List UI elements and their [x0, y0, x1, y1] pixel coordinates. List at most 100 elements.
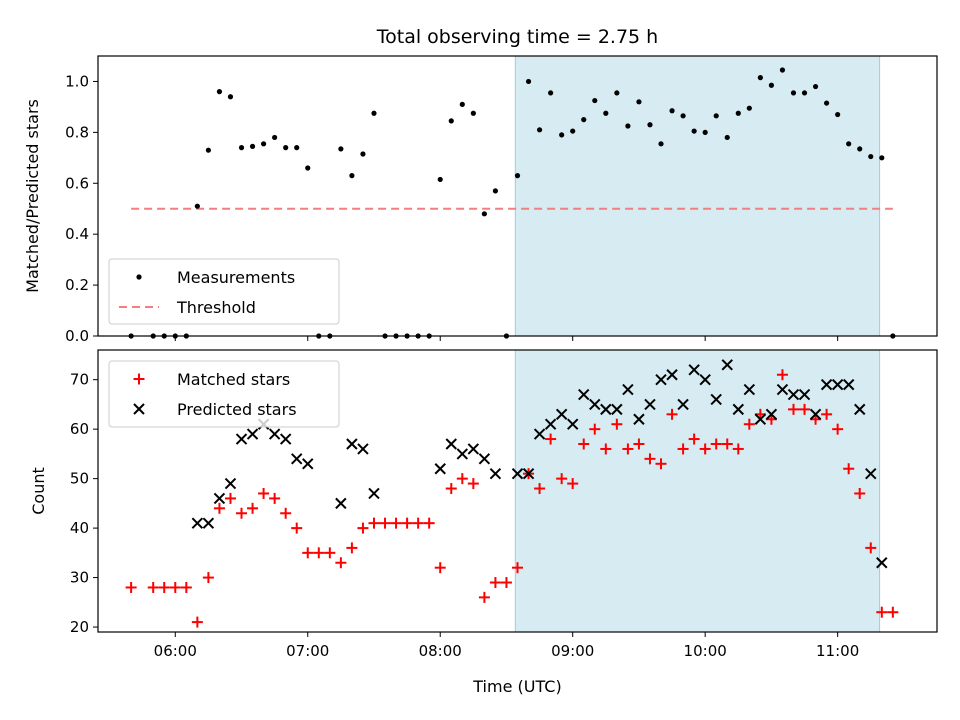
- predicted-star-point: [787, 388, 800, 401]
- top-x-axis-ticks: [174, 336, 839, 341]
- measurement-point: [669, 108, 675, 114]
- measurement-point: [249, 143, 256, 149]
- predicted-star-point: [611, 403, 623, 416]
- predicted-star-point: [268, 428, 281, 440]
- matched-star-point: [390, 517, 402, 529]
- measurement-point: [238, 145, 245, 151]
- predicted-star-point: [291, 453, 303, 465]
- predicted-star-point: [445, 438, 457, 450]
- predicted-star-point: [600, 403, 612, 416]
- predicted-star-point: [865, 467, 877, 480]
- predicted-star-point: [721, 359, 733, 371]
- matched-star-point: [556, 473, 568, 485]
- matched-star-point: [324, 547, 336, 559]
- predicted-star-point: [302, 458, 314, 470]
- matched-star-point: [677, 443, 689, 455]
- matched-star-point: [589, 423, 601, 435]
- measurement-point: [570, 128, 576, 134]
- measurement-point: [879, 155, 885, 161]
- predicted-star-point: [743, 383, 756, 396]
- matched-star-point: [302, 547, 314, 559]
- matched-star-point: [843, 463, 855, 475]
- measurement-point: [746, 105, 752, 111]
- measurement-point: [525, 78, 532, 85]
- top-y-tick-label: 1.0: [65, 72, 89, 90]
- measurement-point: [757, 75, 763, 81]
- predicted-star-point: [346, 438, 358, 450]
- measurement-point: [658, 141, 664, 147]
- predicted-star-point: [578, 388, 590, 401]
- matched-star-point: [169, 581, 181, 593]
- predicted-star-point: [809, 408, 822, 421]
- predicted-star-point: [522, 467, 535, 480]
- measurement-point: [227, 94, 234, 100]
- predicted-star-point: [224, 477, 237, 490]
- measurement-point: [559, 132, 565, 138]
- measurement-point: [581, 117, 587, 123]
- matched-star-point: [732, 443, 744, 455]
- measurement-point: [371, 110, 377, 116]
- bottom-y-tick-label: 70: [70, 371, 89, 389]
- predicted-star-point: [555, 408, 568, 421]
- measurement-point: [448, 118, 454, 124]
- measurement-point: [702, 129, 708, 135]
- top-y-tick-label: 0.8: [65, 123, 89, 141]
- measurement-point: [768, 82, 775, 88]
- legend-matched-marker: [133, 373, 145, 385]
- top-y-tick-label: 0.6: [65, 174, 89, 192]
- predicted-star-point: [633, 413, 645, 425]
- matched-star-point: [699, 443, 711, 455]
- predicted-star-point: [688, 364, 700, 376]
- predicted-star-point: [434, 463, 446, 475]
- measurement-point: [680, 113, 686, 119]
- bottom-x-axis-ticks: 06:00 07:00 08:00 09:00 10:00 11:00: [154, 632, 859, 660]
- measurement-point: [801, 90, 808, 96]
- legend-predicted-marker: [133, 403, 145, 415]
- matched-star-point: [500, 577, 512, 589]
- measurement-points: [128, 67, 896, 339]
- matched-star-point: [578, 438, 590, 450]
- top-y-tick-label: 0.0: [65, 327, 89, 345]
- matched-star-point: [335, 557, 347, 569]
- measurement-point: [272, 134, 278, 141]
- matched-star-point: [467, 478, 479, 490]
- top-legend-box: [108, 258, 340, 325]
- bottom-axes-frame: [97, 349, 938, 633]
- matched-star-point: [291, 522, 303, 534]
- predicted-star-point: [622, 383, 634, 396]
- predicted-star-point: [511, 467, 524, 480]
- bottom-y-tick-label: 30: [70, 569, 89, 587]
- top-y-axis-ticks: 0.0 0.2 0.4 0.6 0.8 1.0: [65, 72, 98, 345]
- bottom-x-tick-label: 11:00: [816, 642, 859, 660]
- measurement-point: [305, 165, 311, 171]
- predicted-star-point: [357, 443, 369, 455]
- matched-star-point: [865, 542, 877, 554]
- measurement-point: [260, 141, 267, 147]
- measurement-point: [294, 145, 300, 151]
- matched-star-point: [799, 403, 811, 415]
- predicted-star-point: [533, 428, 546, 440]
- predicted-star-point: [478, 453, 491, 465]
- predicted-star-point: [202, 517, 215, 529]
- bottom-y-tick-label: 60: [70, 420, 89, 438]
- top-legend: Measurements Threshold: [108, 258, 340, 325]
- matched-star-point: [280, 507, 292, 519]
- matched-star-point: [622, 443, 634, 455]
- bottom-y-tick-label: 20: [70, 618, 89, 636]
- matched-star-point: [346, 542, 358, 554]
- measurement-point: [283, 145, 289, 151]
- measurement-point: [216, 89, 223, 95]
- bottom-legend-box: [108, 360, 340, 428]
- matched-star-point: [821, 408, 833, 420]
- matched-star-point: [202, 572, 214, 584]
- predicted-star-point: [644, 398, 656, 411]
- predicted-star-point: [235, 433, 248, 445]
- legend-plus-glyph: [133, 373, 145, 385]
- measurement-point: [713, 113, 719, 119]
- matched-star-point: [191, 616, 203, 628]
- matched-star-point: [313, 547, 325, 559]
- bottom-y-tick-label: 50: [70, 470, 89, 488]
- predicted-star-point: [246, 428, 259, 440]
- measurement-point: [868, 153, 874, 160]
- matched-star-point: [489, 577, 501, 589]
